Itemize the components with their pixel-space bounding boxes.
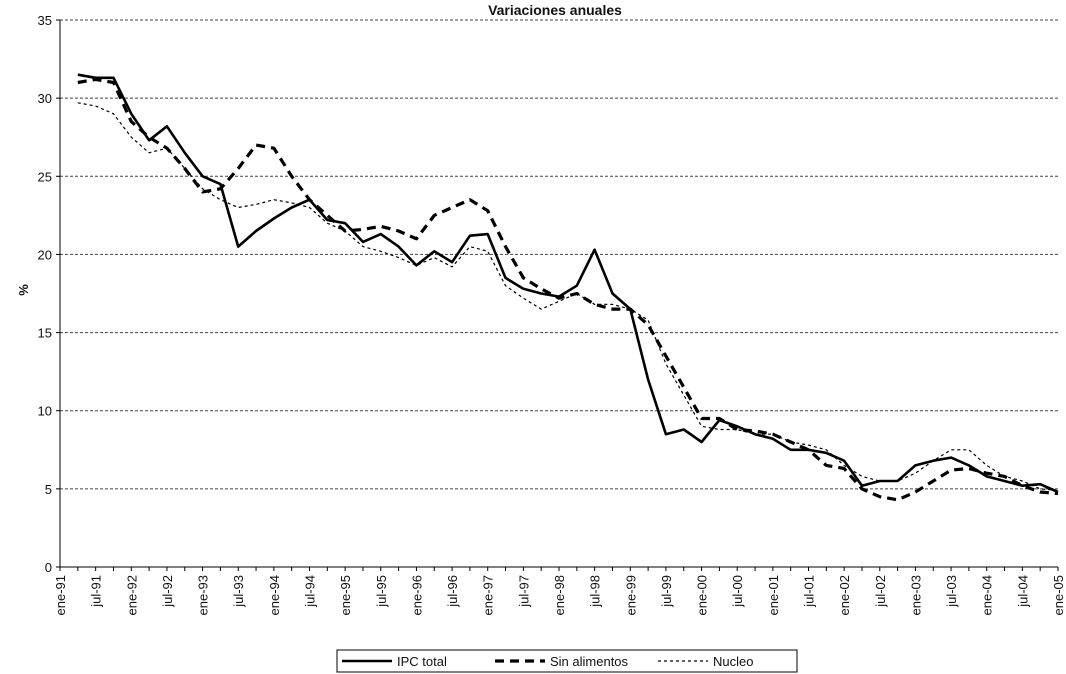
y-tick-label: 20 [38,247,52,262]
x-tick-label: jul-94 [303,575,318,608]
x-tick-label: jul-99 [659,575,674,608]
legend-box [336,649,798,673]
y-tick-label: 0 [45,560,52,575]
x-tick-label: ene-96 [409,575,424,615]
x-tick-label: ene-99 [623,575,638,615]
x-tick-label: ene-91 [53,575,68,615]
series-line [77,73,1059,494]
x-tick-label: ene-95 [338,575,353,615]
x-tick-label: ene-93 [196,575,211,615]
series-line [77,102,1059,491]
series-line [77,77,1059,502]
legend-label: Nucleo [713,654,753,669]
x-tick-label: ene-92 [124,575,139,615]
x-tick-label: jul-97 [516,575,531,608]
x-tick-label: ene-02 [837,575,852,615]
y-axis-label: % [16,284,31,296]
x-tick-label: ene-05 [1051,575,1066,615]
x-tick-label: jul-01 [802,575,817,608]
legend-label: IPC total [397,654,447,669]
chart-title: Variaciones anuales [488,2,622,18]
x-tick-label: jul-02 [873,575,888,608]
x-tick-label: jul-95 [374,575,389,608]
x-tick-label: ene-04 [980,575,995,615]
x-tick-label: jul-00 [730,575,745,608]
y-tick-label: 10 [38,404,52,419]
x-tick-label: ene-00 [695,575,710,615]
x-tick-label: ene-03 [908,575,923,615]
x-tick-label: ene-01 [766,575,781,615]
y-tick-label: 5 [45,482,52,497]
y-tick-label: 15 [38,326,52,341]
x-tick-label: ene-98 [552,575,567,615]
x-tick-label: jul-92 [160,575,175,608]
x-tick-label: jul-03 [944,575,959,608]
legend-label: Sin alimentos [550,654,629,669]
x-tick-label: jul-91 [89,575,104,608]
x-tick-label: jul-93 [231,575,246,608]
y-tick-label: 35 [38,13,52,28]
x-tick-label: jul-96 [445,575,460,608]
x-tick-label: jul-98 [588,575,603,608]
y-tick-label: 30 [38,91,52,106]
x-tick-label: ene-94 [267,575,282,615]
x-tick-label: ene-97 [481,575,496,615]
y-tick-label: 25 [38,169,52,184]
x-tick-label: jul-04 [1015,575,1030,608]
